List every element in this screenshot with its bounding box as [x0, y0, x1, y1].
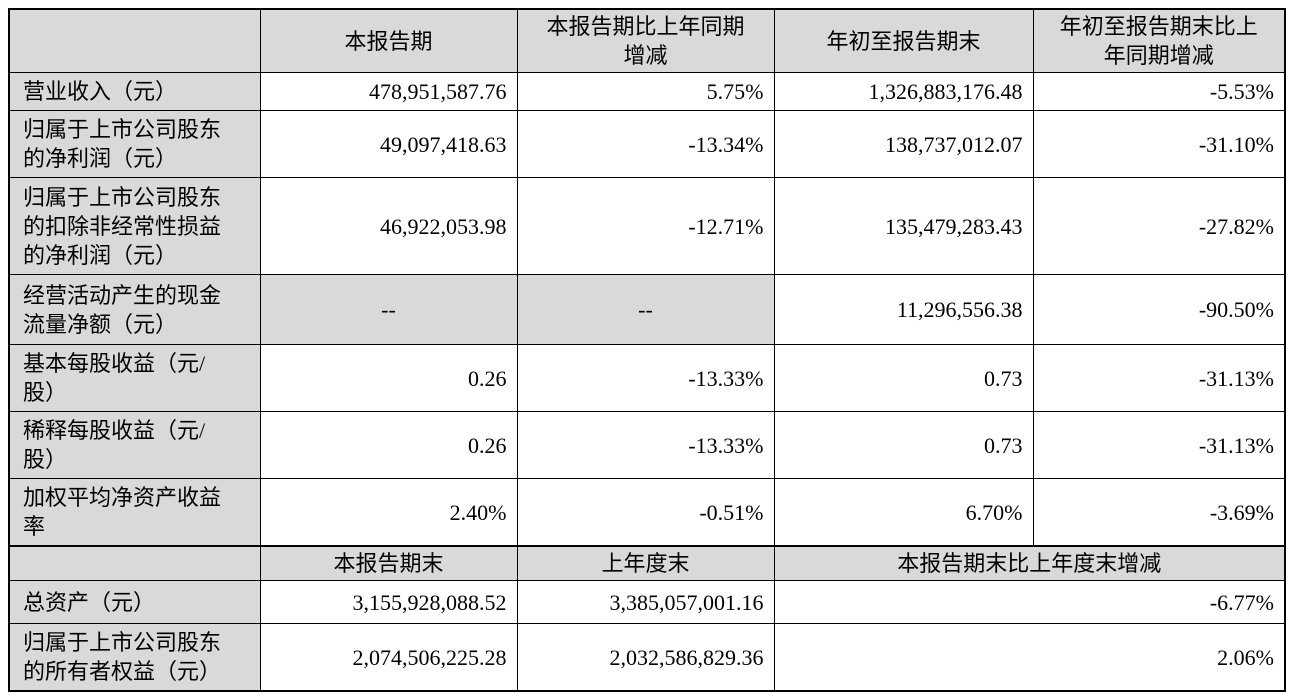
- metric-value-ytd-yoy: -3.69%: [1032, 478, 1286, 547]
- balance-header-row: 本报告期末 上年度末 本报告期末比上年度末增减: [8, 545, 1286, 582]
- metric-label: 归属于上市公司股东的扣除非经常性损益的净利润（元）: [8, 177, 261, 276]
- metric-value-ytd: 11,296,556.38: [773, 274, 1034, 346]
- metric-value-current-yoy: -13.33%: [516, 344, 775, 413]
- table-row-net-profit-excl-nonrecurring: 归属于上市公司股东的扣除非经常性损益的净利润（元） 46,922,053.98 …: [8, 177, 1286, 276]
- table-row-basic-eps: 基本每股收益（元/股） 0.26 -13.33% 0.73 -31.13%: [8, 344, 1286, 413]
- table-row-total-assets: 总资产（元） 3,155,928,088.52 3,385,057,001.16…: [8, 580, 1286, 625]
- metric-value-current: 0.26: [259, 344, 518, 413]
- col-header-end-of-period: 本报告期末: [259, 545, 518, 582]
- table-row-net-profit: 归属于上市公司股东的净利润（元） 49,097,418.63 -13.34% 1…: [8, 110, 1286, 179]
- metric-value-end-of-period: 3,155,928,088.52: [259, 580, 518, 625]
- metric-label: 基本每股收益（元/股）: [8, 344, 261, 413]
- table-row-weighted-avg-roe: 加权平均净资产收益率 2.40% -0.51% 6.70% -3.69%: [8, 478, 1286, 547]
- metric-value-current: 46,922,053.98: [259, 177, 518, 276]
- metric-value-end-of-period: 2,074,506,225.28: [259, 623, 518, 692]
- metric-value-current-yoy: -0.51%: [516, 478, 775, 547]
- metric-label: 加权平均净资产收益率: [8, 478, 261, 547]
- metric-value-current: 2.40%: [259, 478, 518, 547]
- metric-label: 营业收入（元）: [8, 72, 261, 112]
- metric-value-ytd: 0.73: [773, 344, 1034, 413]
- table-row-equity-attributable-to-shareholders: 归属于上市公司股东的所有者权益（元） 2,074,506,225.28 2,03…: [8, 623, 1286, 692]
- metric-value-change: -6.77%: [773, 580, 1286, 625]
- metric-value-change: 2.06%: [773, 623, 1286, 692]
- col-header-current-period-yoy: 本报告期比上年同期增减: [516, 8, 775, 74]
- table-row-diluted-eps: 稀释每股收益（元/股） 0.26 -13.33% 0.73 -31.13%: [8, 411, 1286, 480]
- metric-value-current-yoy: -13.34%: [516, 110, 775, 179]
- metric-value-ytd-yoy: -31.13%: [1032, 344, 1286, 413]
- metric-value-current-yoy: -12.71%: [516, 177, 775, 276]
- metric-value-current-yoy: --: [516, 274, 775, 346]
- metric-value-current-yoy: 5.75%: [516, 72, 775, 112]
- metric-value-ytd: 0.73: [773, 411, 1034, 480]
- metric-value-current: --: [259, 274, 518, 346]
- metric-value-ytd-yoy: -90.50%: [1032, 274, 1286, 346]
- col-header-change-vs-prior-year-end: 本报告期末比上年度末增减: [773, 545, 1286, 582]
- metric-label: 稀释每股收益（元/股）: [8, 411, 261, 480]
- col-header-current-period: 本报告期: [259, 8, 518, 74]
- metric-value-ytd: 138,737,012.07: [773, 110, 1034, 179]
- metric-value-current-yoy: -13.33%: [516, 411, 775, 480]
- metric-value-ytd: 6.70%: [773, 478, 1034, 547]
- corner-cell: [8, 8, 261, 74]
- table-row-operating-revenue: 营业收入（元） 478,951,587.76 5.75% 1,326,883,1…: [8, 72, 1286, 112]
- metric-value-ytd-yoy: -27.82%: [1032, 177, 1286, 276]
- metric-label: 总资产（元）: [8, 580, 261, 625]
- metric-value-end-of-prior-year: 2,032,586,829.36: [516, 623, 775, 692]
- metric-label: 归属于上市公司股东的净利润（元）: [8, 110, 261, 179]
- period-header-row: 本报告期 本报告期比上年同期增减 年初至报告期末 年初至报告期末比上年同期增减: [8, 8, 1286, 74]
- table-row-operating-cash-flow: 经营活动产生的现金流量净额（元） -- -- 11,296,556.38 -90…: [8, 274, 1286, 346]
- col-header-ytd: 年初至报告期末: [773, 8, 1034, 74]
- metric-label: 经营活动产生的现金流量净额（元）: [8, 274, 261, 346]
- metric-value-current: 0.26: [259, 411, 518, 480]
- metric-value-ytd: 135,479,283.43: [773, 177, 1034, 276]
- financial-summary-table: 本报告期 本报告期比上年同期增减 年初至报告期末 年初至报告期末比上年同期增减 …: [8, 8, 1286, 693]
- col-header-ytd-yoy: 年初至报告期末比上年同期增减: [1032, 8, 1286, 74]
- metric-value-ytd: 1,326,883,176.48: [773, 72, 1034, 112]
- metric-value-end-of-prior-year: 3,385,057,001.16: [516, 580, 775, 625]
- metric-value-ytd-yoy: -5.53%: [1032, 72, 1286, 112]
- metric-value-ytd-yoy: -31.13%: [1032, 411, 1286, 480]
- metric-value-current: 478,951,587.76: [259, 72, 518, 112]
- metric-value-ytd-yoy: -31.10%: [1032, 110, 1286, 179]
- col-header-end-of-prior-year: 上年度末: [516, 545, 775, 582]
- corner-cell: [8, 545, 261, 582]
- metric-label: 归属于上市公司股东的所有者权益（元）: [8, 623, 261, 692]
- metric-value-current: 49,097,418.63: [259, 110, 518, 179]
